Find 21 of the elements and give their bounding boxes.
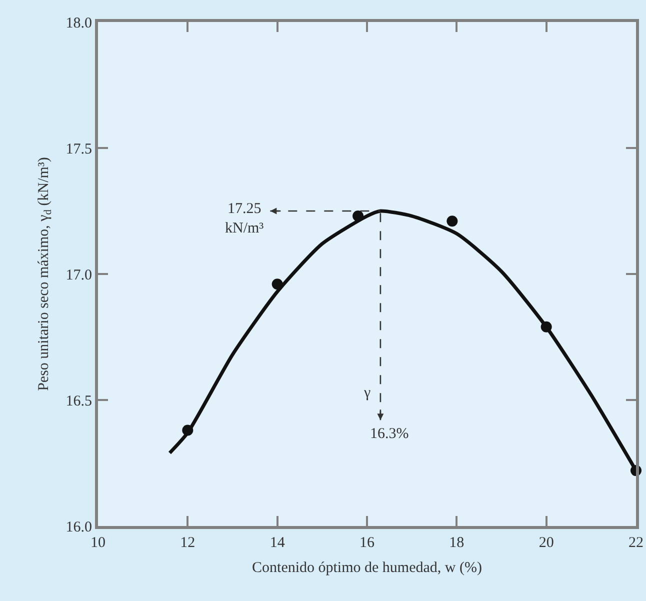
x-tick-label: 18 (449, 535, 464, 551)
x-tick-label: 22 (628, 535, 644, 551)
x-tick-label: 14 (270, 535, 286, 551)
ref-line-label: 17.25 kN/m³ (225, 201, 264, 236)
point (272, 278, 283, 290)
x-tick-label: 16 (360, 535, 375, 551)
point (540, 321, 552, 332)
y-tick-label: 17.5 (66, 141, 92, 158)
y-tick-label: 16.0 (66, 519, 92, 536)
x-axis-title: Contenido óptimo de humedad, w (%) (252, 560, 482, 576)
x-tick-label: 20 (538, 535, 554, 551)
y-tick-label: 17.0 (66, 267, 92, 284)
y-tick-label: 16.5 (66, 393, 92, 410)
x-tick-label: 12 (180, 535, 196, 551)
point (352, 210, 364, 222)
point (446, 216, 458, 227)
point (182, 424, 194, 436)
x-tick-label: 10 (90, 535, 106, 551)
y-tick-label: 18.0 (66, 15, 92, 32)
annotation: γ (363, 385, 371, 401)
ref-line-label: 16.3% (370, 426, 409, 442)
